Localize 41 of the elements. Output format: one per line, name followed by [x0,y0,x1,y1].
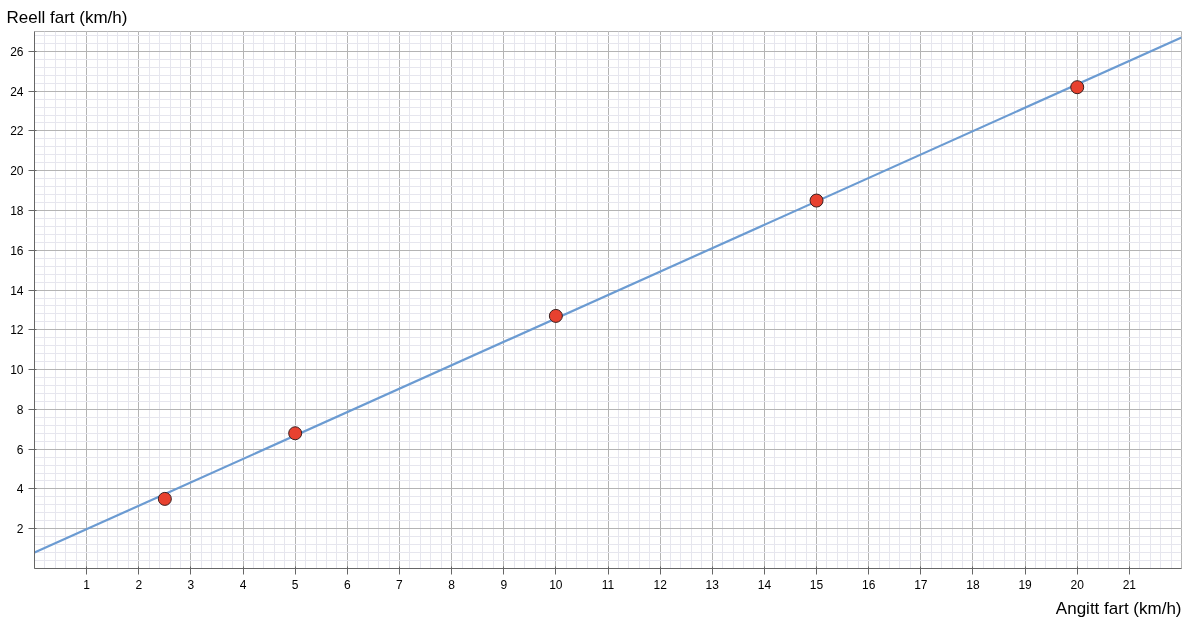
y-tick-label: 4 [16,482,24,497]
y-tick-label: 10 [10,363,24,378]
x-tick-label: 1 [83,577,91,592]
x-axis-title: Angitt fart (km/h) [1055,598,1182,618]
x-tick-label: 19 [1018,577,1033,592]
point [1070,80,1085,95]
x-tick-label: 21 [1122,577,1137,592]
x-tick-label: 9 [500,577,508,592]
y-tick-label: 12 [10,323,24,338]
y-tick-label: 22 [10,124,24,139]
x-tick-label: 18 [966,577,980,592]
x-tick-label: 6 [343,577,351,592]
x-tick-label: 10 [549,577,563,592]
x-tick-label: 17 [914,577,928,592]
y-tick-label: 20 [10,164,24,179]
x-tick-label: 3 [187,577,195,592]
y-tick-label: 14 [10,283,24,298]
point [548,308,563,323]
point [288,426,303,441]
x-tick-label: 13 [705,577,720,592]
x-tick-label: 7 [396,577,404,592]
x-tick-label: 11 [601,577,615,592]
x-tick-label: 12 [653,577,668,592]
x-tick-label: 20 [1070,577,1085,592]
y-axis-title: Reell fart (km/h) [6,7,128,27]
x-tick-label: 2 [135,577,143,592]
x-tick-label: 14 [757,577,772,592]
point [809,193,824,208]
point [157,491,172,506]
x-tick-label: 4 [239,577,247,592]
x-tick-label: 16 [862,577,876,592]
y-tick-label: 6 [16,442,24,457]
y-tick-label: 18 [10,204,24,218]
y-tick-label: 24 [10,84,24,99]
x-tick-label: 8 [448,577,456,592]
y-tick-label: 2 [16,522,24,537]
x-tick-label: 5 [291,577,299,592]
y-tick-label: 8 [16,402,24,417]
y-tick-label: 16 [10,243,24,258]
x-tick-label: 15 [809,577,824,592]
y-tick-label: 26 [10,44,24,59]
